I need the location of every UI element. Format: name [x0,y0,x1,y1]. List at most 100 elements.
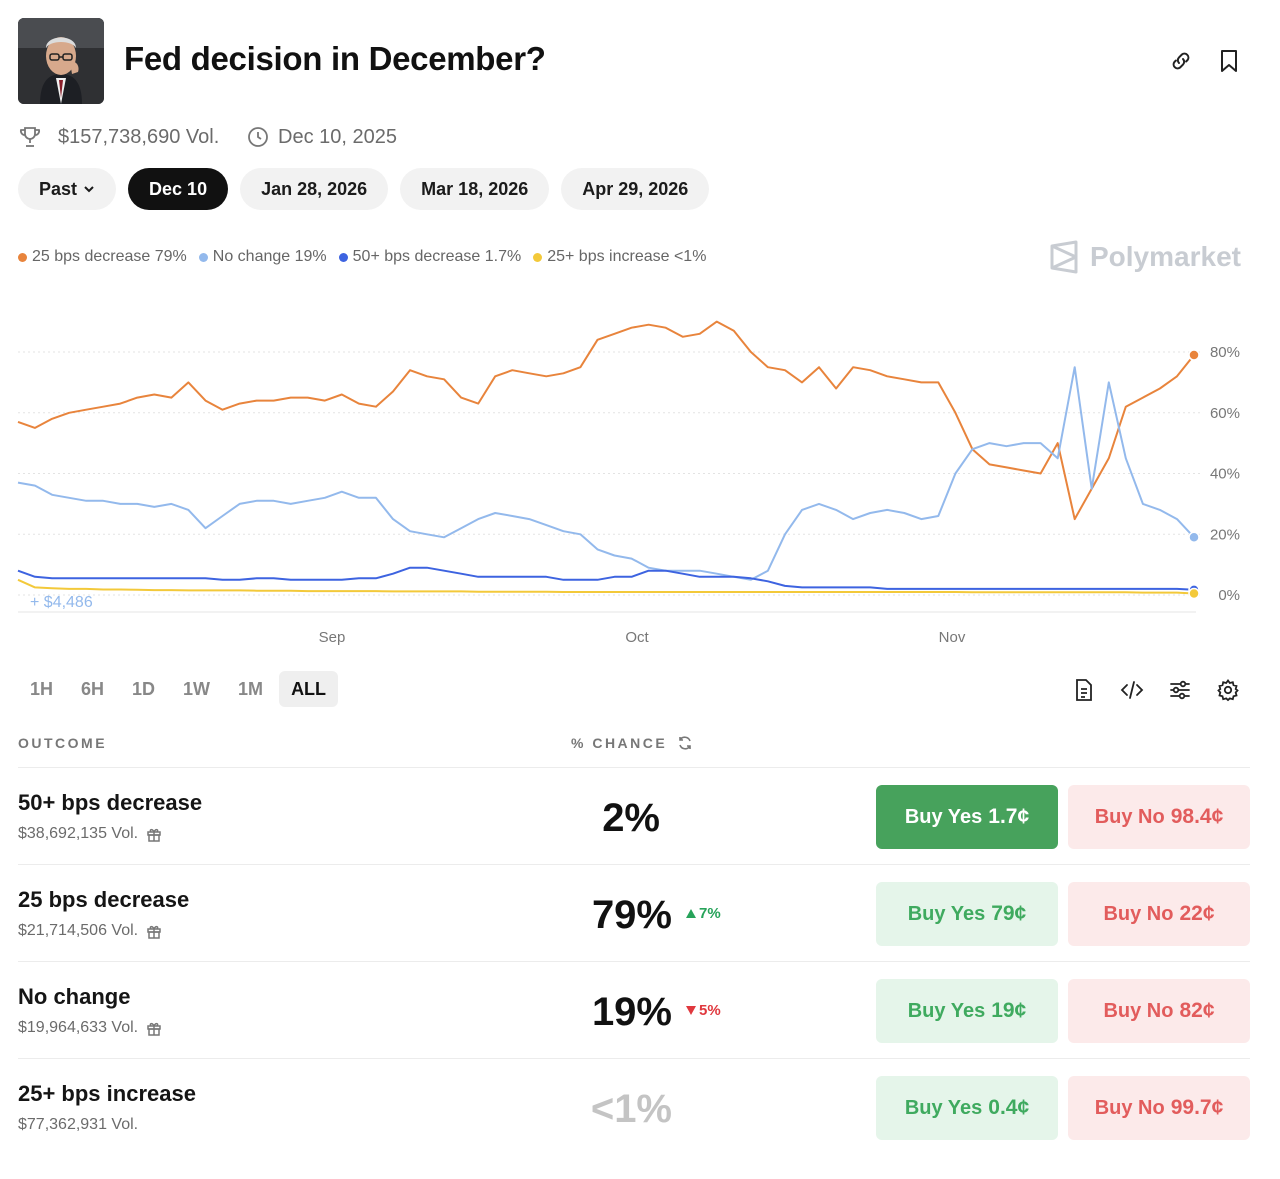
y-tick-label: 40% [1210,466,1240,483]
gift-icon [147,828,161,842]
tab-dec-10[interactable]: Dec 10 [128,168,229,210]
volume-text: $19,964,633 Vol. [18,1019,139,1036]
tab-past[interactable]: Past [18,168,117,210]
divider [18,961,1250,962]
outcome-name[interactable]: No change [18,984,131,1009]
end-date: Dec 10, 2025 [246,125,397,149]
legend-item: 25+ bps increase <1% [533,248,706,266]
outcome-volume: $19,964,633 Vol. [18,1019,162,1037]
series-line-2[interactable] [17,566,1195,591]
volume-info: $157,738,690 Vol. [18,125,219,149]
button-price: 98.4¢ [1170,805,1224,828]
chart-annotation: + $4,486 [30,594,93,611]
chance-value: 19% [591,990,672,1034]
range-6h[interactable]: 6H [81,678,105,699]
outcome-name[interactable]: 25 bps decrease [18,887,190,912]
volume-text: $77,362,931 Vol. [18,1116,139,1133]
button-label: Buy No [1094,805,1165,828]
legend-item: 50+ bps decrease 1.7% [338,248,522,266]
button-label: Buy No [1103,902,1174,925]
brand-text: Polymarket [1090,241,1241,272]
button-price: 22¢ [1179,902,1215,925]
chance-delta-down: 5% [686,1002,721,1019]
bookmark-icon[interactable] [1215,47,1243,75]
outcome-name[interactable]: 50+ bps decrease [18,790,203,815]
divider [18,1058,1250,1059]
button-price: 79¢ [991,902,1027,925]
outcome-volume: $38,692,135 Vol. [18,825,162,843]
volume-text: $38,692,135 Vol. [18,825,139,842]
link-icon[interactable] [1167,47,1195,75]
portrait-image [18,18,104,104]
tab-label: Mar 18, 2026 [421,178,529,199]
legend-dot [533,252,543,262]
button-label: Buy No [1103,999,1174,1022]
column-header-outcome: OUTCOME [18,735,108,751]
polymarket-watermark: Polymarket [1048,240,1241,274]
tab-label: Past [39,178,78,199]
buy-no-button[interactable]: Buy No 82¢ [1068,979,1250,1043]
button-price: 19¢ [991,999,1027,1022]
divider [18,864,1250,865]
document-icon[interactable] [1070,676,1098,704]
button-label: Buy Yes [904,1096,983,1119]
legend-item: 25 bps decrease 79% [18,248,187,266]
price-chart[interactable]: 80% 60% 40% 20% 0% Sep Oct Nov + $4,486 [0,290,1280,660]
button-price: 82¢ [1179,999,1215,1022]
embed-code-icon[interactable] [1118,676,1146,704]
button-label: Buy No [1094,1096,1165,1119]
range-all[interactable]: ALL [279,671,339,707]
buy-no-button[interactable]: Buy No 99.7¢ [1068,1076,1250,1140]
delta-text: 5% [699,1002,721,1019]
button-label: Buy Yes [907,999,986,1022]
button-price: 99.7¢ [1170,1096,1224,1119]
page-title: Fed decision in December? [124,40,546,77]
tab-label: Jan 28, 2026 [261,178,368,199]
x-tick-label: Nov [939,629,966,646]
series-endpoint-0 [1188,349,1200,361]
tab-apr-29-2026[interactable]: Apr 29, 2026 [561,168,710,210]
series-line-3[interactable] [17,578,1195,595]
buy-yes-button[interactable]: Buy Yes 79¢ [876,882,1058,946]
buy-yes-button[interactable]: Buy Yes 19¢ [876,979,1058,1043]
triangle-up-icon [686,909,696,918]
column-header-chance[interactable]: % CHANCE [571,735,693,751]
range-1w[interactable]: 1W [183,678,211,699]
series-line-1[interactable] [17,366,1195,581]
refresh-icon [679,736,692,750]
clock-icon [248,127,268,147]
button-price: 0.4¢ [988,1096,1030,1119]
series-endpoint-1 [1188,531,1200,544]
outcome-volume: $77,362,931 Vol. [18,1116,138,1134]
outcome-name[interactable]: 25+ bps increase [18,1081,196,1106]
buy-yes-button[interactable]: Buy Yes 1.7¢ [876,785,1058,849]
range-1h[interactable]: 1H [30,678,54,699]
filter-sliders-icon[interactable] [1166,676,1194,704]
legend-dot [338,252,348,262]
legend-label: 50+ bps decrease 1.7% [352,248,522,265]
legend-dot [18,252,27,262]
chance-header-label: % CHANCE [571,735,668,751]
y-tick-label: 20% [1210,526,1240,543]
y-tick-label: 80% [1210,344,1240,361]
range-1m[interactable]: 1M [238,678,264,699]
range-1d[interactable]: 1D [132,678,156,699]
buy-no-button[interactable]: Buy No 22¢ [1068,882,1250,946]
button-label: Buy Yes [907,902,986,925]
button-label: Buy Yes [904,805,983,828]
divider [18,767,1250,768]
tab-jan-28-2026[interactable]: Jan 28, 2026 [240,168,389,210]
settings-gear-icon[interactable] [1214,676,1242,704]
date-tabs: Past Dec 10 Jan 28, 2026 Mar 18, 2026 Ap… [18,168,710,210]
chevron-down-icon [84,186,94,193]
legend-label: 25+ bps increase <1% [547,248,707,265]
polymarket-logo-icon [1050,240,1078,274]
chance-delta-up: 7% [686,905,721,922]
legend-dot [198,252,208,262]
series-line-0[interactable] [17,320,1195,521]
button-price: 1.7¢ [988,805,1030,828]
volume-text: $21,714,506 Vol. [18,922,139,939]
tab-mar-18-2026[interactable]: Mar 18, 2026 [400,168,550,210]
buy-no-button[interactable]: Buy No 98.4¢ [1068,785,1250,849]
buy-yes-button[interactable]: Buy Yes 0.4¢ [876,1076,1058,1140]
